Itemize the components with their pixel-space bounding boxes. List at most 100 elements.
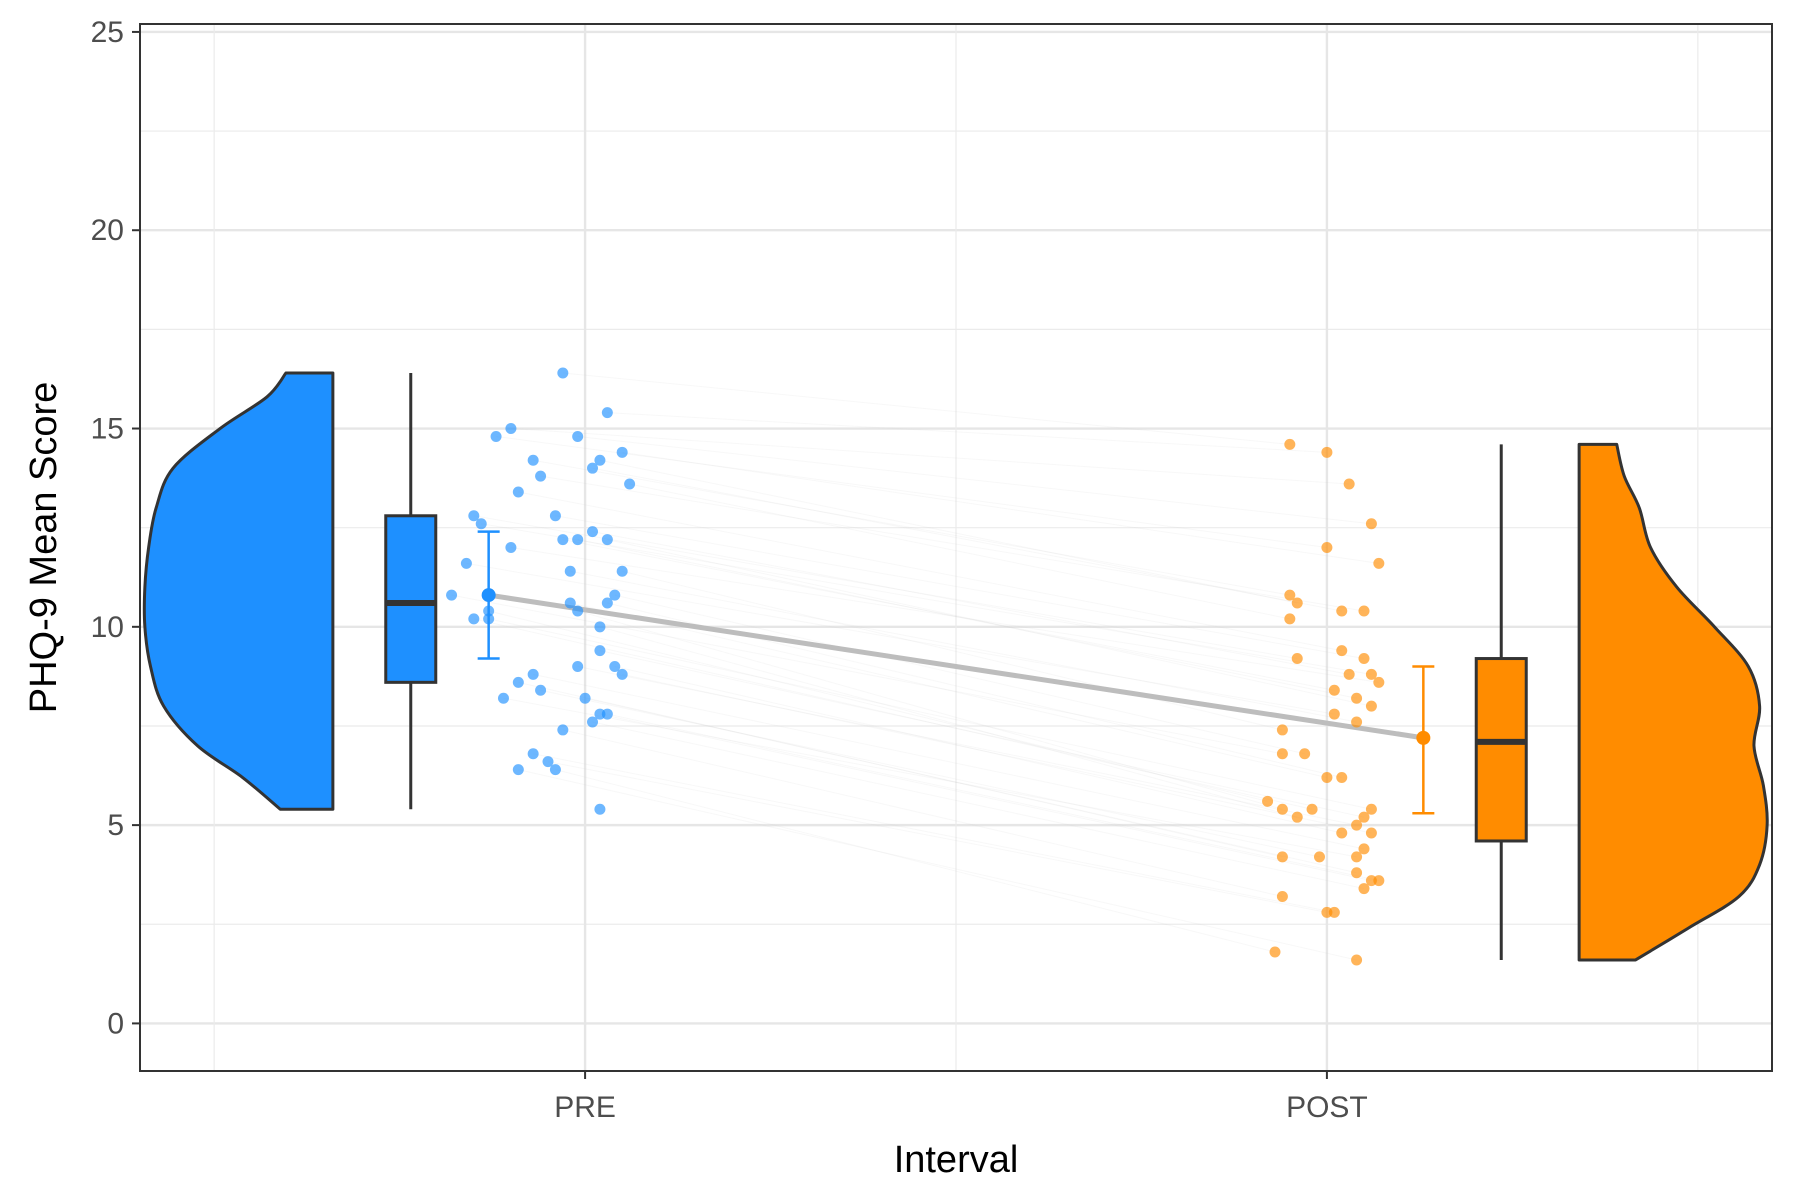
pre-data-point — [609, 589, 621, 601]
post-data-point — [1365, 518, 1377, 530]
paired-line — [473, 618, 1313, 810]
pre-data-point — [557, 724, 569, 736]
paired-line — [510, 547, 1379, 683]
paired-line — [533, 673, 1365, 850]
paired-line — [607, 412, 1327, 453]
pre-data-point — [505, 542, 517, 553]
mean-connector-line — [486, 592, 1426, 741]
post-data-point — [1373, 676, 1385, 688]
pre-data-point — [490, 430, 502, 442]
paired-line — [518, 681, 1283, 858]
pre-data-point — [594, 454, 606, 466]
pre-data-point — [594, 803, 606, 815]
pre-data-point — [446, 589, 458, 601]
post-data-point — [1321, 446, 1333, 458]
paired-line — [614, 594, 1305, 755]
paired-line — [592, 467, 1342, 612]
pre-data-point — [535, 684, 547, 696]
y-tick-label: 15 — [91, 413, 124, 446]
paired-line — [555, 769, 1276, 953]
post-data-point — [1336, 772, 1348, 784]
pre-data-point — [475, 518, 487, 530]
pre-data-point — [468, 613, 480, 625]
paired-line — [577, 665, 1357, 826]
pre-density-half-violin — [142, 371, 335, 811]
pre-data-point — [616, 446, 628, 458]
y-tick-label: 10 — [91, 611, 124, 644]
y-tick-label: 25 — [91, 16, 124, 49]
paired-line — [540, 689, 1320, 858]
pre-data-point — [564, 597, 576, 609]
pre-data-point — [527, 668, 539, 680]
y-tick-label: 0 — [107, 1007, 124, 1040]
paired-line — [570, 602, 1328, 779]
post-data-point — [1351, 716, 1363, 728]
paired-line — [496, 435, 1327, 548]
post-data-point — [1358, 605, 1370, 617]
post-data-point — [1262, 795, 1274, 807]
paired-line — [622, 673, 1372, 834]
post-data-point — [1299, 748, 1311, 760]
paired-line — [599, 459, 1298, 604]
paired-line — [518, 769, 1357, 961]
post-data-point — [1365, 827, 1377, 839]
paired-line — [562, 372, 1290, 445]
pre-data-point — [557, 367, 569, 379]
plot-panel-border — [139, 23, 1773, 1072]
post-data-point — [1358, 811, 1370, 823]
pre-data-point — [572, 660, 584, 672]
post-data-point — [1291, 597, 1303, 609]
post-data-point — [1284, 613, 1296, 625]
paired-line — [562, 729, 1283, 897]
pre-data-point — [594, 645, 606, 657]
pre-data-point — [572, 605, 584, 617]
pre-data-point — [579, 692, 591, 704]
post-data-point — [1276, 724, 1288, 736]
post-mean-point — [1416, 730, 1431, 745]
pre-data-point — [527, 454, 539, 466]
post-box — [1474, 657, 1528, 843]
y-axis-title: PHQ-9 Mean Score — [23, 382, 65, 714]
post-data-point — [1321, 906, 1333, 918]
post-data-point — [1276, 748, 1288, 760]
pre-data-point — [572, 534, 584, 546]
post-data-point — [1276, 891, 1288, 902]
paired-line — [555, 515, 1365, 660]
pre-box — [384, 514, 438, 684]
paired-line — [584, 697, 1357, 874]
paired-line — [599, 713, 1372, 882]
post-data-point — [1306, 803, 1318, 815]
post-data-point — [1358, 883, 1370, 895]
paired-line — [599, 650, 1365, 818]
paired-line — [622, 570, 1283, 731]
post-data-point — [1351, 851, 1363, 863]
pre-data-point — [587, 526, 599, 538]
paired-line — [488, 610, 1268, 802]
paired-line — [607, 713, 1379, 882]
post-data-point — [1358, 653, 1370, 665]
pre-data-point — [542, 756, 554, 768]
post-data-point — [1373, 875, 1385, 887]
post-data-point — [1365, 668, 1377, 680]
pre-data-point — [594, 621, 606, 633]
paired-line — [577, 610, 1283, 810]
pre-data-point — [601, 534, 613, 546]
pre-data-point — [557, 534, 569, 546]
post-data-point — [1328, 708, 1340, 720]
pre-data-point — [497, 692, 509, 704]
paired-line — [622, 451, 1379, 564]
pre-data-point — [460, 557, 472, 569]
pre-data-point — [601, 708, 613, 720]
pre-data-point — [512, 676, 524, 688]
chart-marks — [142, 367, 1769, 966]
paired-line — [629, 483, 1290, 620]
paired-line — [481, 523, 1372, 675]
pre-data-point — [505, 423, 517, 435]
pre-data-point — [535, 470, 547, 482]
paired-line — [599, 626, 1298, 818]
post-data-point — [1373, 557, 1385, 569]
paired-line — [466, 562, 1335, 715]
paired-line — [570, 570, 1357, 723]
paired-line — [577, 435, 1372, 525]
